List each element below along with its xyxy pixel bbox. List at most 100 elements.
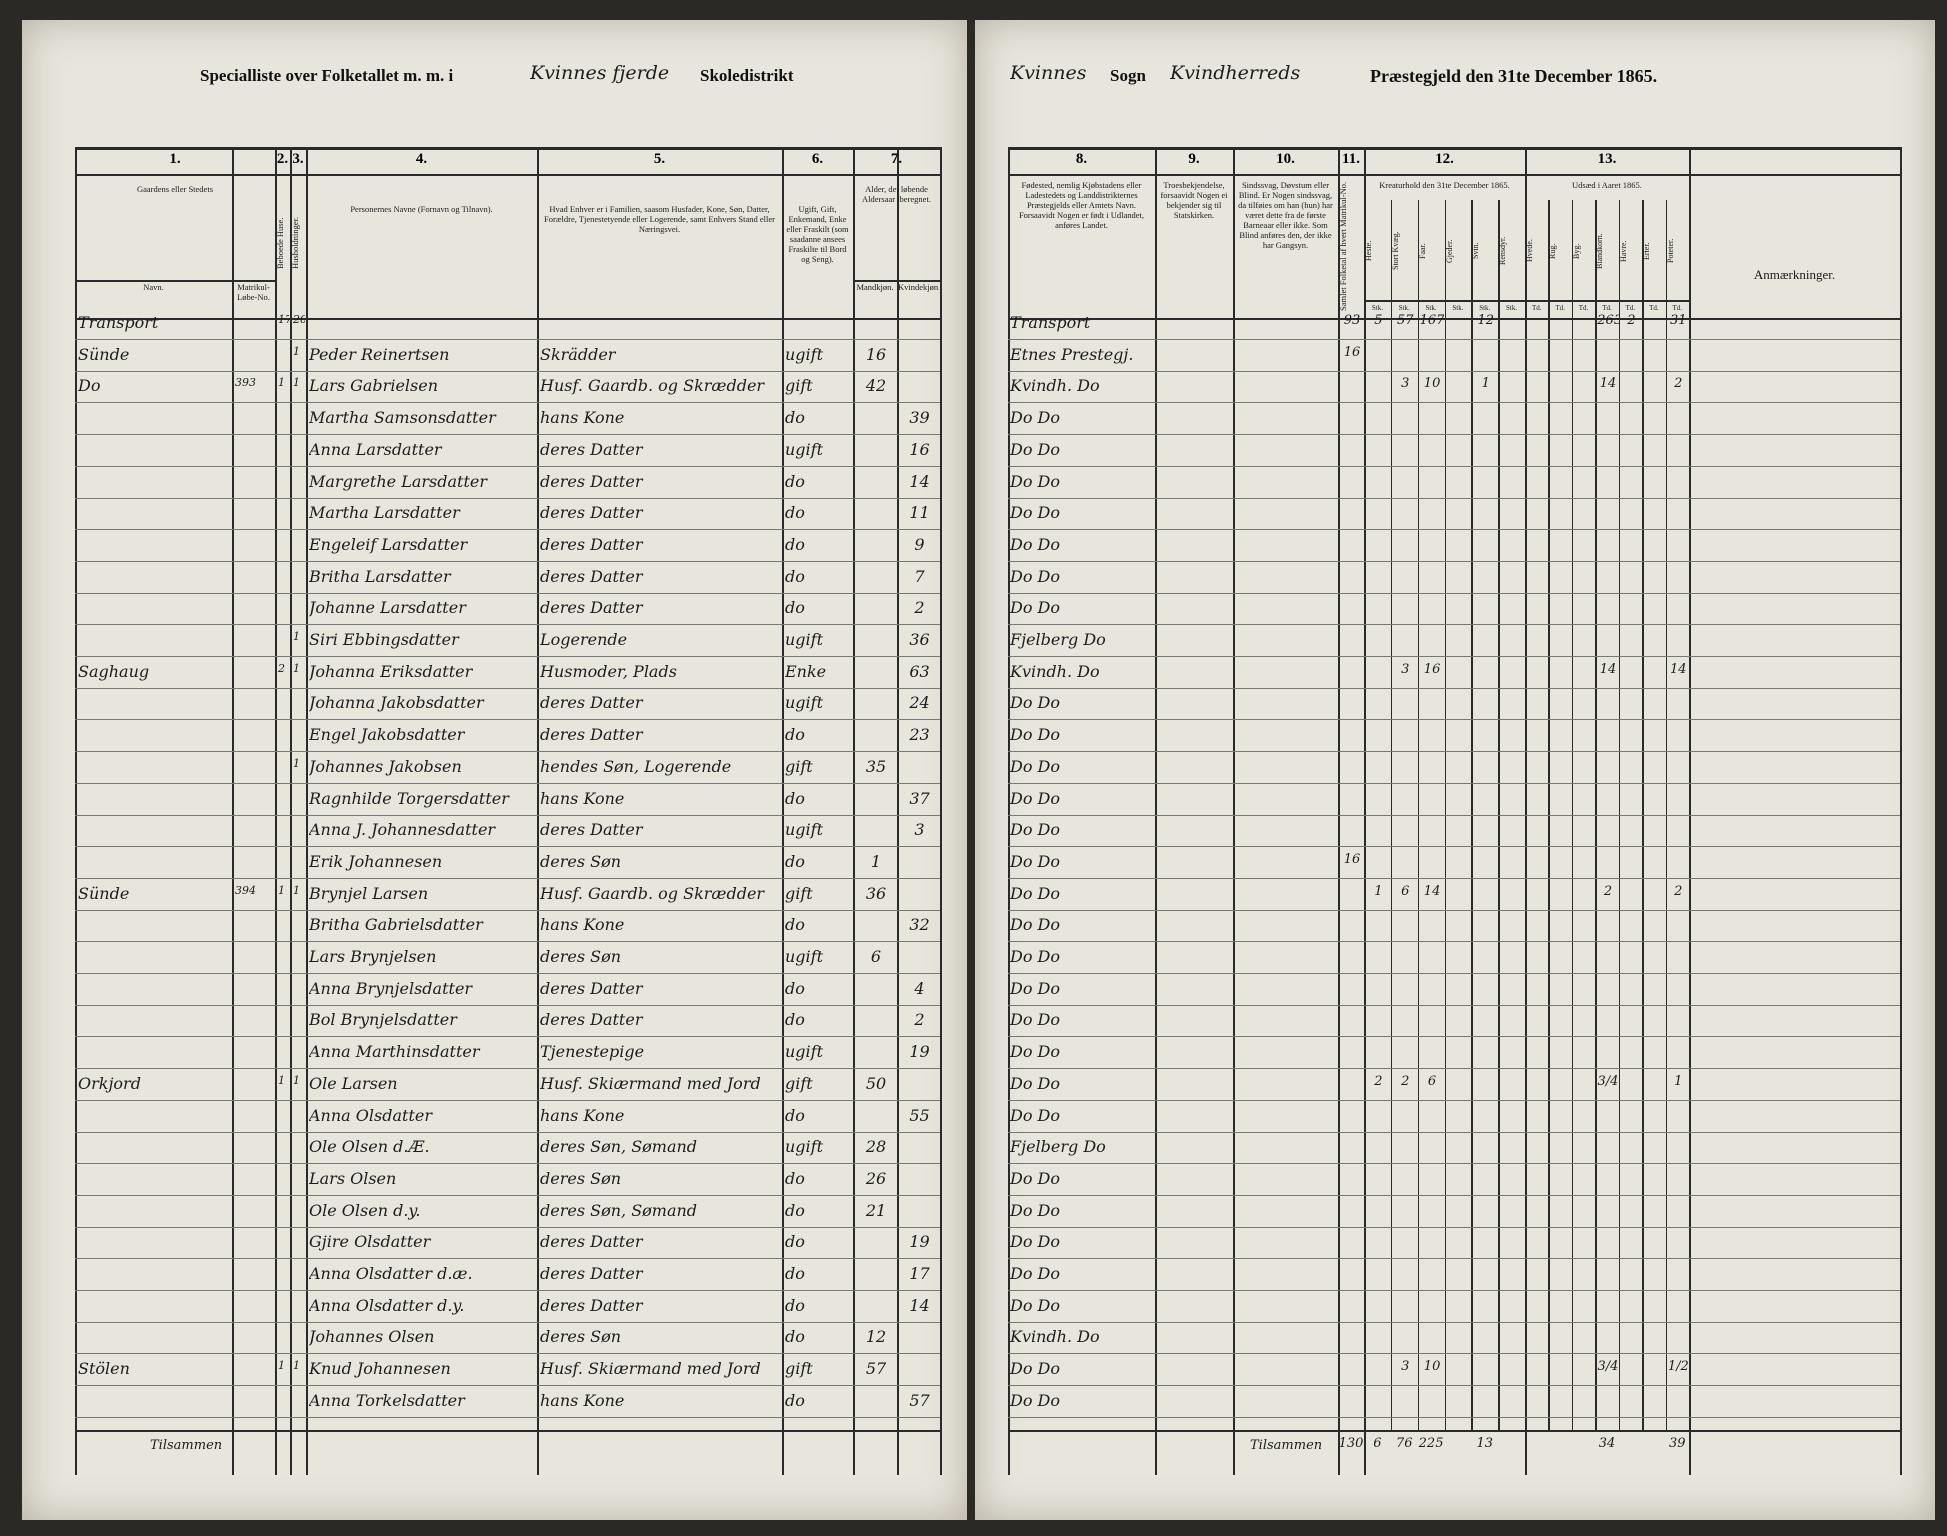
cell: Johanne Larsdatter [309, 598, 466, 618]
cell: Do Do [1010, 1295, 1061, 1315]
rule [897, 147, 899, 1475]
rule [75, 280, 275, 282]
cell: 14 [909, 471, 930, 491]
cell: 35 [865, 756, 887, 776]
rule [1008, 497, 1900, 499]
rule [75, 1068, 940, 1069]
rule [1008, 1036, 1900, 1037]
cell: 1 [293, 630, 300, 643]
cell: 1 [293, 661, 300, 675]
rule [1008, 1385, 1900, 1386]
cell: Saghaug [78, 661, 150, 681]
cell: 14 [1423, 883, 1441, 899]
rule [1008, 909, 1900, 911]
cell: Sünde [78, 883, 130, 903]
cell: 31 [1670, 313, 1687, 328]
cell: 1 [1481, 376, 1490, 392]
cell: 10 [1423, 1359, 1441, 1375]
cell: do [785, 725, 805, 745]
rule [1364, 300, 1689, 302]
cell: Johanna Eriksdatter [309, 661, 473, 681]
cell: 9 [914, 534, 925, 554]
cell: Do [78, 376, 101, 396]
cell: Ragnhilde Torgersdatter [309, 788, 509, 808]
cell: Martha Samsonsdatter [309, 408, 496, 428]
cell: 3 [1401, 376, 1410, 392]
rule [232, 147, 234, 1475]
cell: 2 [914, 1010, 925, 1030]
rule [1525, 147, 1527, 1475]
cell: Ole Olsen d.Æ. [309, 1137, 430, 1157]
rule [75, 529, 940, 530]
cell: Do Do [1010, 1232, 1061, 1252]
rule [1008, 1163, 1900, 1164]
column-sub-label: Erter. [1642, 242, 1652, 260]
cell: deres Datter [540, 598, 643, 618]
cell: hans Kone [540, 1105, 625, 1125]
column-label: Personernes Navne (Fornavn og Tilnavn). [350, 204, 493, 214]
column-sub-label: Blandkorn. [1595, 233, 1605, 269]
cell: Transport [78, 313, 159, 332]
cell: 1 [293, 883, 300, 897]
rule [1008, 318, 1900, 320]
cell: Do Do [1010, 566, 1061, 586]
cell: Skrädder [540, 344, 616, 364]
rule [290, 147, 292, 1475]
column-sub-label: Matrikul-Løbe-No. [237, 282, 270, 302]
cell: do [785, 851, 805, 871]
cell: Husf. Skiærmand med Jord [540, 1359, 761, 1379]
rule [1008, 1416, 1900, 1418]
cell: ugift [785, 947, 824, 966]
rule [75, 1321, 940, 1323]
cell: Enke [785, 661, 827, 681]
cell: Do Do [1010, 725, 1061, 745]
cell: Britha Larsdatter [309, 566, 451, 586]
cell: gift [785, 376, 813, 396]
rule [1008, 1321, 1900, 1323]
cell: Do Do [1010, 851, 1061, 871]
cell: do [785, 1168, 805, 1188]
rule [75, 592, 940, 594]
rule [1008, 1258, 1900, 1259]
rule [75, 147, 77, 1475]
cell: 24 [909, 693, 930, 713]
title-printed: Sogn [1110, 66, 1146, 85]
rule [1008, 339, 1900, 340]
cell: deres Datter [540, 534, 643, 554]
column-sub-label: Gjeder. [1444, 239, 1454, 263]
cell: gift [785, 756, 813, 776]
rule [75, 973, 940, 974]
column-label: Alder, det løbende Aldersaar iberegnet. [862, 184, 931, 204]
column-label: Kreaturhold den 31te December 1865. [1379, 180, 1510, 190]
cell: 2 [914, 598, 925, 618]
cell: 19 [909, 1042, 930, 1062]
rule [1008, 174, 1900, 176]
rule [75, 147, 940, 150]
total: 76 [1395, 1436, 1413, 1451]
cell: 5 [1374, 313, 1383, 328]
total: 13 [1476, 1436, 1494, 1451]
cell: Do Do [1010, 1105, 1061, 1125]
rule [1008, 751, 1900, 752]
cell: 11 [909, 503, 930, 523]
cell: Husf. Gaardb. og Skrædder [540, 376, 765, 396]
column-sub-label: Poteter. [1665, 238, 1675, 264]
left-page [22, 20, 967, 1520]
rule [1008, 529, 1900, 530]
rule [1008, 465, 1900, 467]
cell: 19 [909, 1232, 930, 1252]
cell: do [785, 534, 805, 554]
cell: 1 [278, 883, 285, 897]
cell: Tjenestepige [540, 1042, 645, 1062]
cell: 16 [1343, 851, 1361, 867]
rule [75, 782, 940, 784]
rule [75, 751, 940, 752]
cell: Logerende [540, 630, 628, 649]
column-sub-label: Hvede. [1525, 239, 1534, 263]
cell: 3 [1401, 661, 1410, 677]
column-unit: Td. [1625, 304, 1636, 312]
cell: 2 [1374, 1073, 1383, 1089]
rule [75, 1416, 940, 1418]
cell: Knud Johannesen [309, 1359, 451, 1379]
